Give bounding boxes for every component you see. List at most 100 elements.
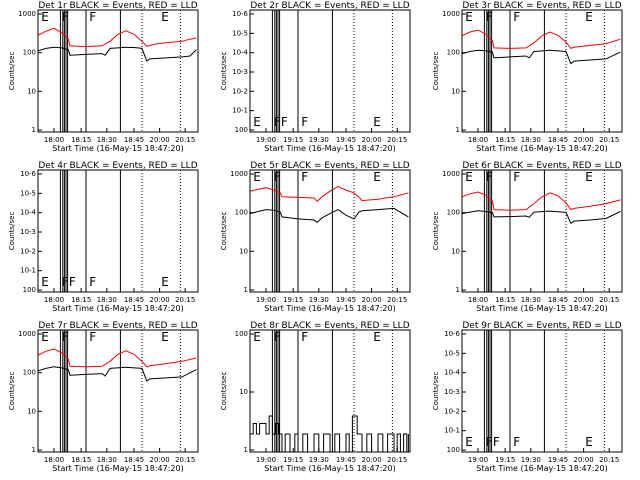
event-marker: E [161,330,169,344]
y-tick-label: 10 [239,247,248,255]
series-events-line [250,415,409,453]
panel-title: Det 3r BLACK = Events, RED = LLD [462,1,621,11]
event-marker: F [513,10,520,24]
x-tick-label: 18:45 [548,296,568,304]
x-tick-label: 18:15 [495,296,515,304]
y-tick-label: 1 [456,286,460,294]
event-marker: F [62,330,69,344]
panel-title: Det 2r BLACK = Events, RED = LLD [250,1,409,11]
x-tick-label: 19:30 [309,296,329,304]
event-marker: F [89,10,96,24]
x-tick-label: 19:45 [548,456,568,464]
event-marker: E [585,170,593,184]
y-tick-label: 10-3 [232,68,248,76]
x-tick-label: 18:30 [97,296,117,304]
x-tick-label: 20:15 [599,456,619,464]
y-tick-label: 1000 [442,10,460,18]
event-marker: E [253,170,261,184]
x-tick-label: 18:00 [468,136,488,144]
x-tick-label: 18:15 [71,296,91,304]
event-marker: E [465,10,473,24]
y-tick-label: 10-1 [444,427,460,435]
x-tick-label: 20:15 [599,136,619,144]
event-marker: E [373,330,381,344]
panel-title: Det 9r BLACK = Events, RED = LLD [462,321,621,331]
y-axis-label: Counts/sec [8,212,16,251]
event-marker: FF [62,275,76,289]
plot-frame [249,9,411,133]
x-axis-label: Start Time (16-May-15 18:47:20) [52,464,183,473]
event-marker: E [41,330,49,344]
y-tick-label: 10-6 [232,10,248,18]
y-tick-label: 10 [27,87,36,95]
event-marker: E [585,435,593,449]
x-tick-label: 19:45 [336,136,356,144]
x-tick-label: 18:45 [124,456,144,464]
x-tick-label: 19:45 [336,296,356,304]
x-tick-label: 18:45 [124,296,144,304]
series-events-line [461,49,621,65]
y-tick-label: 100 [23,49,36,57]
plot-frame [461,9,623,133]
y-tick-label: 10-1 [20,267,36,275]
y-axis-label: Counts/sec [432,212,440,251]
x-tick-label: 20:15 [175,136,195,144]
event-marker: E [41,10,49,24]
x-tick-label: 18:30 [97,136,117,144]
y-axis-label: Counts/sec [8,52,16,91]
series-lld-line [37,348,197,368]
x-tick-label: 18:00 [44,296,64,304]
x-tick-label: 18:00 [44,136,64,144]
y-tick-label: 10-3 [444,388,460,396]
x-tick-label: 18:00 [468,296,488,304]
y-tick-label: 10-4 [444,369,460,377]
x-tick-label: 20:00 [574,136,594,144]
panel-title: Det 1r BLACK = Events, RED = LLD [38,1,197,11]
event-marker: F [486,10,493,24]
y-tick-label: 100 [235,126,248,134]
y-tick-label: 100 [447,446,460,454]
y-tick-label: 1 [244,286,248,294]
x-axis-label: Start Time (16-May-15 18:47:20) [264,304,395,313]
event-marker: E [465,170,473,184]
y-tick-label: 10 [27,407,36,415]
event-marker: F [513,170,520,184]
panel-title: Det 8r BLACK = Events, RED = LLD [250,321,409,331]
x-tick-label: 19:30 [309,456,329,464]
y-tick-label: 1000 [18,330,36,338]
x-tick-label: 18:45 [548,136,568,144]
x-tick-label: 19:00 [256,136,276,144]
series-lld-line [461,29,621,49]
y-tick-label: 10-3 [20,228,36,236]
x-tick-label: 18:15 [495,136,515,144]
event-marker: F [301,115,308,129]
y-axis-label: Counts/sec [8,372,16,411]
x-tick-label: 20:00 [362,136,382,144]
event-marker: F [513,435,520,449]
x-tick-label: 18:15 [71,456,91,464]
x-tick-label: 20:15 [175,456,195,464]
x-tick-label: 18:15 [71,136,91,144]
plot-frame [249,169,411,293]
event-marker: F [274,170,281,184]
x-tick-label: 18:30 [97,456,117,464]
event-marker: F [62,10,69,24]
event-marker: E [253,330,261,344]
x-axis-label: Start Time (16-May-15 18:47:20) [264,144,395,153]
x-axis-label: Start Time (16-May-15 18:47:20) [264,464,395,473]
y-tick-label: 1 [32,126,36,134]
y-tick-label: 100 [235,209,248,217]
y-tick-label: 10 [239,388,248,396]
x-tick-label: 20:00 [150,456,170,464]
y-tick-label: 10-4 [232,49,248,57]
y-tick-label: 10-5 [444,349,460,357]
y-axis-label: Counts/sec [220,212,228,251]
y-tick-label: 10-6 [444,330,460,338]
y-tick-label: 1000 [18,10,36,18]
x-tick-label: 20:00 [362,296,382,304]
